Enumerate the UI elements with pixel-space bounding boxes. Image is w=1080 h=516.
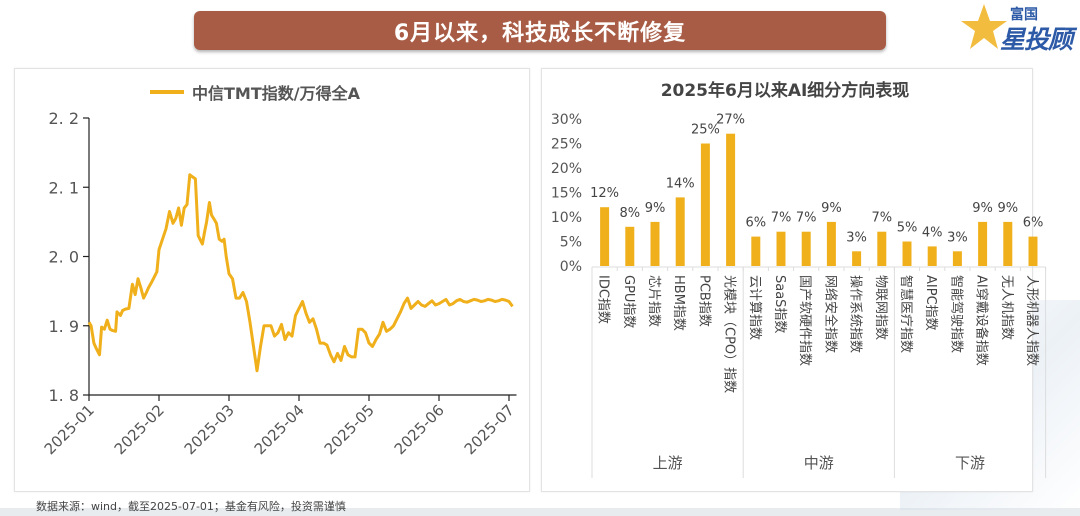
bar-value-label: 6%	[1023, 216, 1044, 231]
category-label: 芯片指数	[646, 275, 661, 327]
bar-value-label: 4%	[922, 225, 943, 240]
category-label: HBM指数	[671, 275, 686, 331]
category-label: 操作系统指数	[848, 275, 864, 353]
group-label: 中游	[804, 454, 834, 472]
page-title: 6月以来，科技成长不断修复	[393, 20, 687, 46]
bar-value-label: 9%	[645, 201, 666, 216]
y-tick-label: 2. 2	[48, 109, 79, 128]
bar	[600, 207, 610, 266]
line-chart-legend: 中信TMT指数/万得全A	[150, 80, 360, 104]
category-label: 国产软硬件指数	[797, 275, 812, 366]
bar	[978, 221, 988, 266]
bar	[675, 197, 685, 266]
y-tick-label: 30%	[551, 112, 582, 128]
y-tick-label: 2. 1	[48, 178, 79, 197]
bar	[877, 231, 887, 266]
category-label: 智能驾驶指数	[948, 275, 963, 353]
bar	[801, 231, 811, 266]
series-line	[87, 173, 514, 373]
bar	[952, 251, 962, 266]
bar-value-label: 9%	[972, 201, 993, 216]
category-label: GPU指数	[621, 275, 636, 328]
y-tick-label: 0%	[560, 259, 582, 275]
bar-value-label: 3%	[846, 230, 867, 245]
logo-main-text: 星投顾	[1000, 25, 1073, 54]
bar	[625, 226, 635, 266]
bar	[1028, 236, 1038, 266]
bar-value-label: 9%	[821, 201, 842, 216]
bar-value-label: 27%	[716, 113, 745, 128]
bar-value-label: 25%	[691, 123, 720, 138]
bar	[776, 231, 786, 266]
y-tick-label: 1. 8	[48, 386, 79, 405]
bar-value-label: 7%	[771, 211, 792, 226]
brand-logo: 富国 星投顾	[960, 2, 1075, 54]
legend-swatch	[150, 90, 184, 94]
bar-value-label: 3%	[947, 230, 968, 245]
category-label: 云计算指数	[747, 275, 762, 340]
bottom-stripe	[0, 508, 1080, 516]
data-source-note: 数据来源：wind，截至2025-07-01；基金有风险，投资需谨慎	[36, 500, 346, 513]
star-icon	[961, 4, 1007, 49]
category-label: 智慧医疗指数	[898, 275, 914, 353]
category-label: 人形机器人指数	[1024, 275, 1039, 366]
bar	[751, 236, 761, 266]
group-label: 下游	[955, 454, 985, 472]
category-label: SaaS指数	[772, 275, 787, 333]
bar	[852, 251, 862, 266]
category-label: 光模块（CPO）指数	[722, 275, 737, 393]
y-tick-label: 1. 9	[48, 317, 79, 336]
bar-chart-title: 2025年6月以来AI细分方向表现	[660, 81, 910, 101]
bar	[927, 246, 937, 266]
category-label: 网络安全指数	[822, 275, 838, 353]
category-label: 无人机指数	[999, 275, 1014, 340]
bar-value-label: 14%	[666, 176, 695, 191]
bar-value-label: 7%	[796, 211, 817, 226]
category-label: PCB指数	[696, 275, 711, 327]
category-label: AIPC指数	[923, 275, 938, 331]
bar	[726, 133, 736, 266]
bar	[650, 221, 660, 266]
bar-value-label: 6%	[745, 216, 766, 231]
line-chart-panel	[14, 68, 530, 492]
bar-value-label: 8%	[619, 206, 640, 221]
title-banner: 6月以来，科技成长不断修复	[194, 11, 886, 50]
group-label: 上游	[653, 454, 683, 472]
y-tick-label: 15%	[551, 186, 582, 202]
bar	[902, 241, 912, 266]
bar	[700, 143, 710, 266]
bar	[1003, 221, 1013, 266]
category-label: 物联网指数	[873, 275, 888, 340]
bar	[826, 221, 836, 266]
legend-label: 中信TMT指数/万得全A	[192, 84, 360, 103]
y-tick-label: 20%	[551, 161, 582, 177]
y-tick-label: 5%	[560, 235, 582, 251]
bar-chart-panel	[541, 68, 1033, 492]
category-label: IDC指数	[596, 275, 611, 324]
y-tick-label: 25%	[551, 137, 582, 153]
bar-value-label: 12%	[590, 186, 619, 201]
bar-value-label: 5%	[897, 221, 918, 236]
bar-value-label: 9%	[997, 201, 1018, 216]
category-label: AI穿戴设备指数	[974, 275, 990, 366]
y-tick-label: 2. 0	[48, 248, 79, 267]
logo-top-text: 富国	[1010, 7, 1038, 23]
bar-chart: 30% 25% 20% 15% 10% 5% 0% 上游 中游 下游 12% IDC指数 8% GPU指…	[551, 112, 1047, 478]
bar-value-label: 7%	[871, 211, 892, 226]
y-tick-label: 10%	[551, 210, 582, 226]
